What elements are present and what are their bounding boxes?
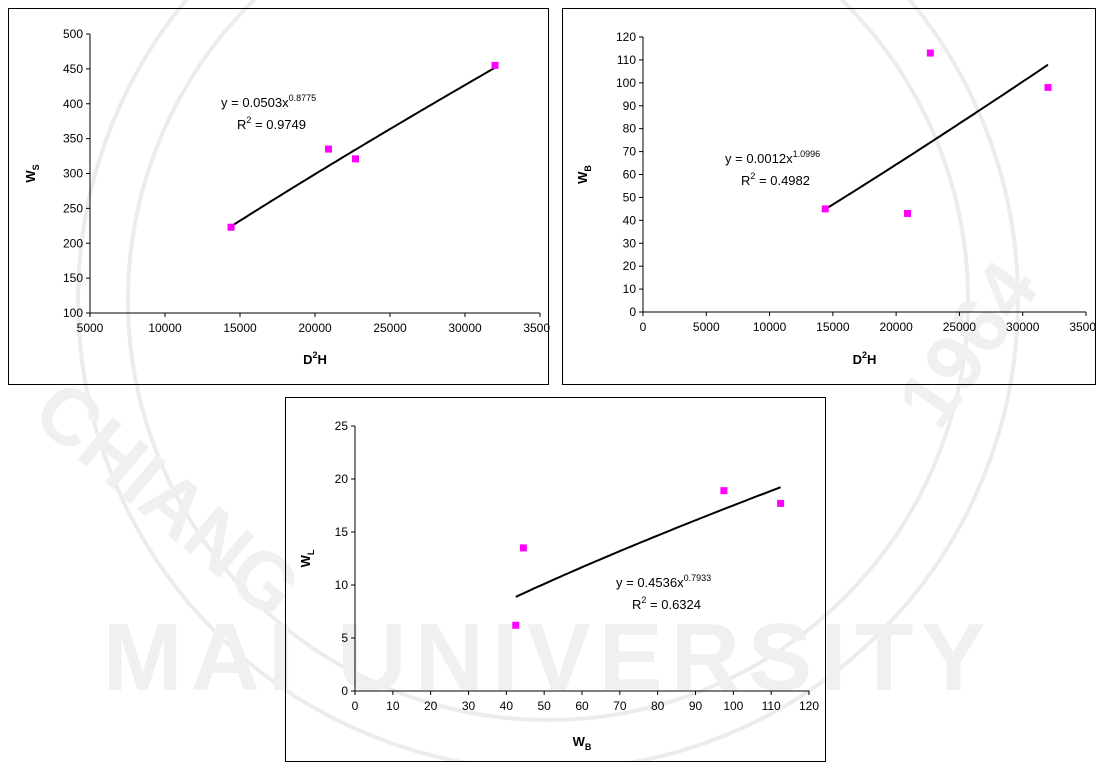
x-tick-label: 15000 bbox=[223, 321, 257, 335]
data-point bbox=[491, 61, 499, 69]
trend-equation: y = 0.4536x0.7933 bbox=[616, 573, 711, 590]
y-tick-label: 5 bbox=[341, 631, 348, 645]
x-tick-label: 10000 bbox=[148, 321, 182, 335]
x-tick-label: 35000 bbox=[523, 321, 550, 335]
x-tick-label: 80 bbox=[651, 699, 665, 713]
x-axis-label: D2H bbox=[303, 350, 327, 367]
trendline bbox=[824, 63, 1049, 211]
y-tick-label: 40 bbox=[623, 213, 637, 227]
watermark-text-side: CHIANG bbox=[18, 363, 317, 634]
y-tick-label: 80 bbox=[623, 122, 637, 136]
trendline bbox=[515, 486, 781, 598]
y-tick-label: 250 bbox=[63, 201, 83, 215]
y-tick-label: 0 bbox=[629, 305, 636, 319]
x-tick-label: 100 bbox=[723, 699, 743, 713]
trend-equation: y = 0.0503x0.8775 bbox=[221, 93, 316, 110]
x-tick-label: 90 bbox=[689, 699, 703, 713]
y-tick-label: 10 bbox=[623, 282, 637, 296]
y-tick-label: 110 bbox=[617, 53, 636, 67]
y-tick-label: 450 bbox=[63, 62, 83, 76]
y-axis-label: WB bbox=[575, 165, 593, 184]
chart-wb-vs-d2h: 0 10 20 30 40 50 60 70 80 90 100 110 120 0 5000 10000 15… bbox=[575, 30, 1096, 367]
r-squared: R2 = 0.4982 bbox=[741, 171, 810, 188]
chart-panel-wb: 0 10 20 30 40 50 60 70 80 90 100 110 120 0 5000 10000 15… bbox=[562, 8, 1096, 385]
y-tick-label: 400 bbox=[63, 97, 83, 111]
y-tick-label: 30 bbox=[623, 236, 637, 250]
y-tick-label: 60 bbox=[623, 168, 637, 182]
trendline bbox=[230, 66, 496, 228]
x-tick-label: 25000 bbox=[373, 321, 407, 335]
x-tick-label: 5000 bbox=[693, 320, 720, 334]
x-tick-label: 60 bbox=[575, 699, 589, 713]
data-point bbox=[325, 145, 332, 153]
x-tick-label: 15000 bbox=[816, 320, 850, 334]
y-axis-label: WS bbox=[23, 164, 41, 182]
data-point bbox=[904, 209, 912, 217]
chart-panel-wl: 0 5 10 15 20 25 0 10 20 30 40 50 60 70 80 90 100 110 120 y … bbox=[285, 397, 826, 762]
x-tick-label: 25000 bbox=[943, 320, 977, 334]
x-tick-label: 110 bbox=[762, 699, 781, 713]
data-point bbox=[720, 487, 728, 495]
y-tick-label: 500 bbox=[63, 27, 83, 41]
x-tick-label: 30000 bbox=[1006, 320, 1040, 334]
y-tick-label: 100 bbox=[616, 76, 636, 90]
data-point bbox=[821, 205, 829, 213]
chart-wl-vs-wb: 0 5 10 15 20 25 0 10 20 30 40 50 60 70 80 90 100 110 120 y … bbox=[298, 419, 819, 752]
y-tick-label: 10 bbox=[335, 578, 349, 592]
x-tick-label: 30000 bbox=[448, 321, 482, 335]
y-tick-label: 300 bbox=[63, 167, 83, 181]
y-tick-label: 20 bbox=[623, 259, 637, 273]
y-tick-label: 200 bbox=[63, 236, 83, 250]
data-point bbox=[512, 621, 520, 629]
x-tick-label: 20000 bbox=[879, 320, 913, 334]
y-tick-label: 25 bbox=[335, 419, 349, 433]
x-tick-label: 35000 bbox=[1069, 320, 1096, 334]
x-tick-label: 20 bbox=[424, 699, 438, 713]
x-tick-label: 10000 bbox=[753, 320, 787, 334]
x-tick-label: 40 bbox=[500, 699, 514, 713]
data-point bbox=[519, 544, 527, 552]
chart-ws-vs-d2h: 100 150 200 250 300 350 400 450 500 5000 10000 1500… bbox=[23, 27, 557, 367]
x-axis-label: WB bbox=[573, 734, 592, 752]
data-point bbox=[352, 155, 359, 163]
r-squared: R2 = 0.6324 bbox=[632, 595, 701, 612]
x-tick-label: 120 bbox=[799, 699, 819, 713]
x-axis-label: D2H bbox=[853, 350, 877, 367]
y-tick-label: 100 bbox=[63, 306, 83, 320]
y-tick-label: 20 bbox=[335, 472, 349, 486]
y-tick-label: 50 bbox=[623, 190, 637, 204]
data-point bbox=[777, 499, 785, 507]
data-point bbox=[1044, 83, 1052, 91]
y-tick-label: 70 bbox=[623, 145, 637, 159]
y-tick-label: 150 bbox=[63, 271, 83, 285]
r-squared: R2 = 0.9749 bbox=[237, 115, 306, 132]
data-point bbox=[227, 223, 235, 231]
y-tick-label: 15 bbox=[335, 525, 349, 539]
trend-equation: y = 0.0012x1.0996 bbox=[725, 149, 820, 166]
y-tick-label: 0 bbox=[341, 684, 348, 698]
x-tick-label: 0 bbox=[640, 320, 647, 334]
x-tick-label: 10 bbox=[386, 699, 400, 713]
x-tick-label: 70 bbox=[613, 699, 627, 713]
data-point bbox=[926, 49, 934, 57]
x-tick-label: 50 bbox=[537, 699, 551, 713]
y-tick-label: 90 bbox=[623, 99, 637, 113]
y-tick-label: 350 bbox=[63, 132, 83, 146]
x-tick-label: 30 bbox=[462, 699, 476, 713]
y-tick-label: 120 bbox=[616, 30, 636, 44]
x-tick-label: 20000 bbox=[298, 321, 332, 335]
x-tick-label: 0 bbox=[352, 699, 359, 713]
y-axis-label: WL bbox=[298, 549, 316, 567]
x-tick-label: 5000 bbox=[77, 321, 104, 335]
chart-panel-ws: 100 150 200 250 300 350 400 450 500 5000 10000 1500… bbox=[8, 8, 557, 385]
